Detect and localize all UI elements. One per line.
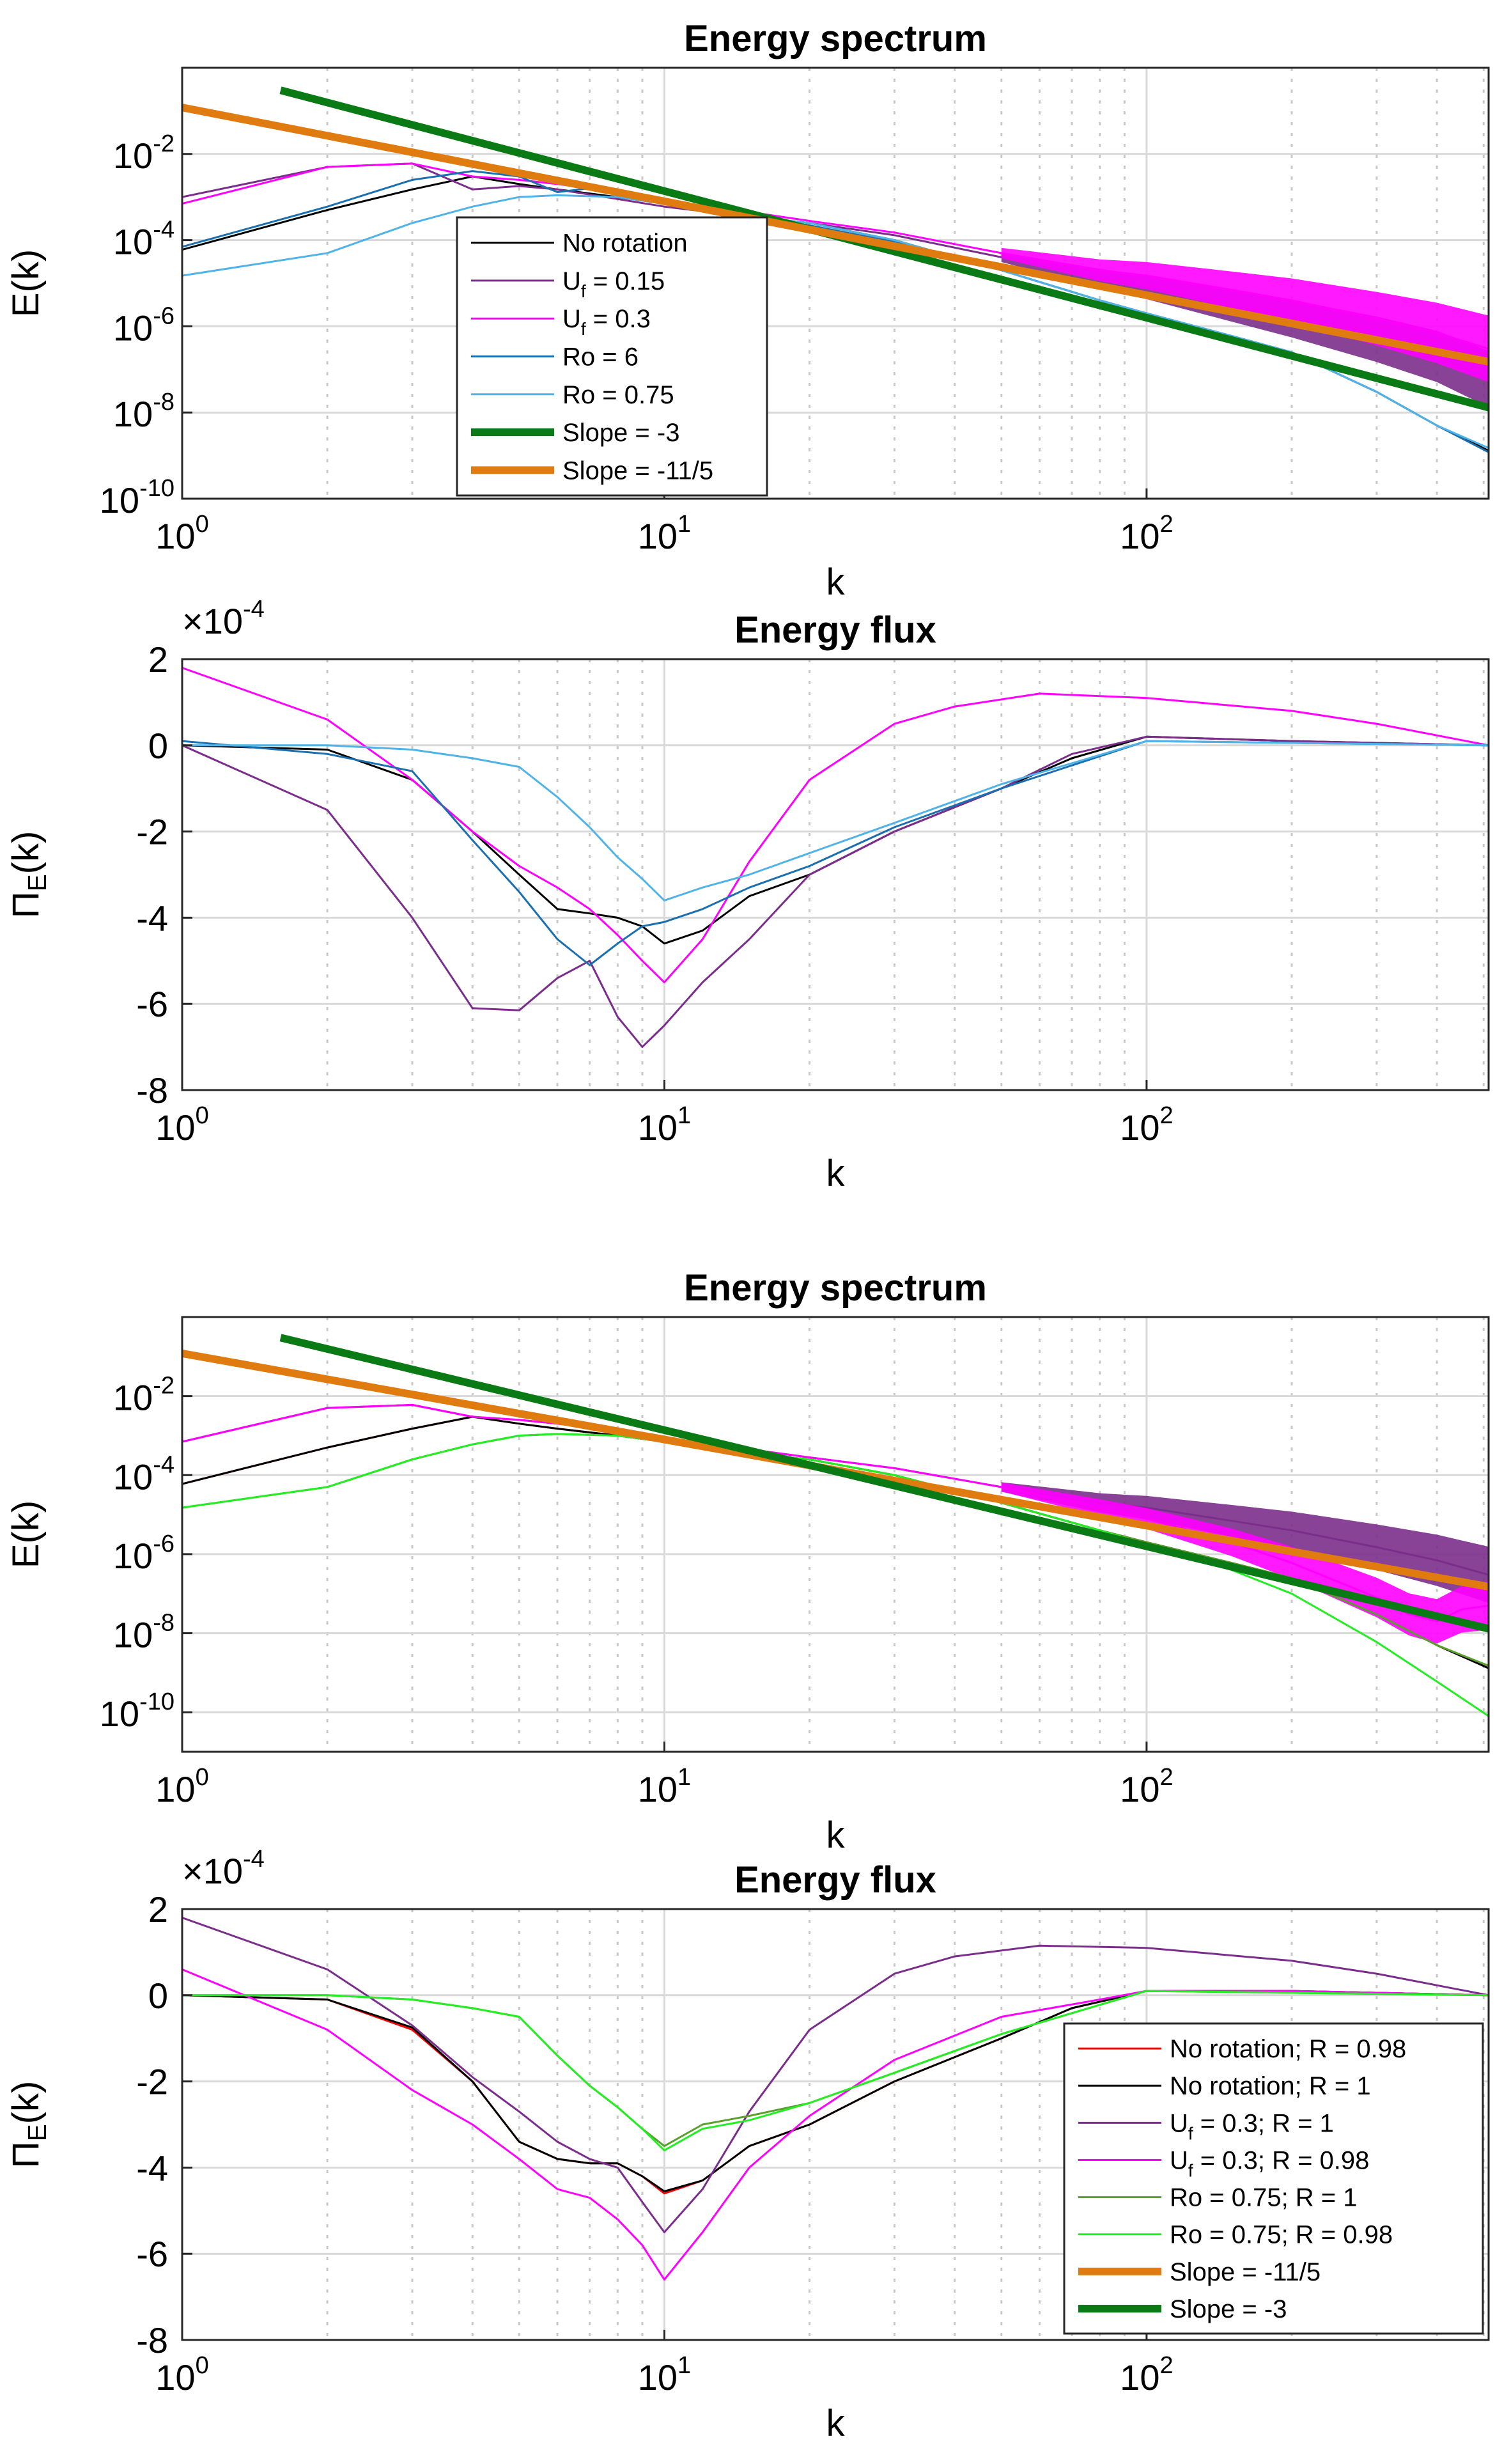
series-line-2 bbox=[182, 1917, 1489, 2233]
x-tick-label: 102 bbox=[1120, 1102, 1173, 1148]
legend-entry: Uf = 0.3; R = 0.98 bbox=[1170, 2146, 1369, 2180]
legend-entry: Ro = 0.75; R = 1 bbox=[1170, 2184, 1358, 2212]
grid bbox=[181, 1317, 1489, 1752]
y-tick-label: -8 bbox=[136, 1070, 168, 1111]
y-axis-label: ΠE(k) bbox=[5, 831, 52, 919]
x-tick-label: 100 bbox=[155, 2352, 208, 2398]
legend-entry: Ro = 0.75 bbox=[562, 381, 674, 409]
series-line-2 bbox=[182, 162, 1489, 350]
y-axis-label-group: E(k) bbox=[5, 249, 47, 317]
y-tick-label: 10-2 bbox=[113, 130, 174, 176]
x-tick-label: 102 bbox=[1120, 2352, 1173, 2398]
legend-entry: No rotation; R = 1 bbox=[1170, 2072, 1371, 2100]
legend: No rotation; R = 0.98 No rotation; R = 1 U… bbox=[1063, 2022, 1484, 2335]
chart-p2: 100 101 102 -8 -6 -4 -2 0 2 Energy flux k ΠE(k) ×10-… bbox=[5, 596, 1490, 1194]
series-line-3 bbox=[182, 1969, 1489, 2281]
legend-box bbox=[456, 216, 768, 497]
y-tick-label: -8 bbox=[136, 2320, 168, 2360]
series-group bbox=[182, 1917, 1489, 2281]
legend-entry: Slope = -3 bbox=[562, 419, 679, 447]
series-group bbox=[182, 667, 1489, 1049]
chart-p1: 100 101 102 10-10 10-8 10-6 10-4 10-2 Energy spe… bbox=[5, 18, 1490, 603]
x-axis-label: k bbox=[826, 1153, 846, 1194]
y-tick-label: 10-10 bbox=[100, 1688, 174, 1734]
y-axis-label-group: ΠE(k) bbox=[5, 831, 52, 919]
plot-area bbox=[182, 659, 1489, 1090]
y-tick-label: 10-6 bbox=[113, 1531, 174, 1576]
legend-entry: No rotation bbox=[562, 230, 688, 258]
y-axis-label: E(k) bbox=[5, 249, 47, 317]
legend-entry: Ro = 6 bbox=[562, 343, 639, 371]
legend-entry: Uf = 0.15 bbox=[562, 267, 665, 301]
x-axis-label: k bbox=[826, 2403, 846, 2444]
series-group bbox=[182, 1334, 1489, 1717]
series-line-1 bbox=[182, 735, 1489, 1049]
axes-box bbox=[181, 1316, 1490, 1753]
x-tick-label: 101 bbox=[638, 1764, 691, 1809]
y-tick-label: 2 bbox=[148, 639, 168, 680]
series-line-2 bbox=[182, 667, 1489, 983]
x-tick-label: 102 bbox=[1120, 1764, 1173, 1809]
x-axis-label: k bbox=[826, 1814, 846, 1856]
y-tick-label: -4 bbox=[136, 898, 168, 938]
series-line-3 bbox=[182, 740, 1489, 966]
x-tick-label: 100 bbox=[155, 1102, 208, 1148]
axes-box bbox=[181, 658, 1490, 1091]
y-tick-label: 10-6 bbox=[113, 302, 174, 348]
legend-entry: Ro = 0.75; R = 0.98 bbox=[1170, 2221, 1393, 2249]
y-tick-label: 10-8 bbox=[113, 389, 174, 434]
chart-p4: 100 101 102 -8 -6 -4 -2 0 2 Energy flux k ΠE(k) ×10-… bbox=[5, 1846, 1490, 2444]
x-axis-label: k bbox=[826, 561, 846, 603]
y-axis-label: E(k) bbox=[5, 1501, 47, 1568]
chart-title: Energy flux bbox=[734, 609, 936, 651]
y-tick-label: 10-4 bbox=[113, 1451, 174, 1497]
y-tick-label: -2 bbox=[136, 2062, 168, 2102]
y-axis-label-group: E(k) bbox=[5, 1501, 47, 1568]
legend-entry: Slope = -3 bbox=[1170, 2295, 1287, 2323]
y-axis-label-group: ΠE(k) bbox=[5, 2081, 52, 2169]
chart-p3: 100 101 102 10-10 10-8 10-6 10-4 10-2 Energy spe… bbox=[5, 1267, 1490, 1856]
y-tick-label: 2 bbox=[148, 1889, 168, 1930]
axes-box bbox=[181, 66, 1490, 500]
chart-title: Energy spectrum bbox=[684, 1267, 987, 1309]
y-tick-label: -2 bbox=[136, 812, 168, 852]
legend: No rotation Uf = 0.15 Uf = 0.3 Ro = 6 Ro = 0… bbox=[456, 216, 768, 497]
x-tick-label: 101 bbox=[638, 511, 691, 556]
y-tick-label: 0 bbox=[148, 726, 168, 766]
series-line-7 bbox=[279, 1334, 1489, 1633]
series-line-5 bbox=[279, 86, 1489, 412]
axis-multiplier: ×10-4 bbox=[182, 596, 265, 641]
legend-entry: No rotation; R = 0.98 bbox=[1170, 2035, 1406, 2063]
series-line-5 bbox=[182, 1433, 1489, 1717]
series-line-5 bbox=[182, 1990, 1489, 2151]
legend-entry: Uf = 0.3; R = 1 bbox=[1170, 2109, 1334, 2143]
axes-box bbox=[181, 1908, 1490, 2341]
legend-entry: Uf = 0.3 bbox=[562, 305, 651, 339]
y-tick-label: 10-4 bbox=[113, 217, 174, 262]
x-tick-label: 102 bbox=[1120, 511, 1173, 556]
y-tick-label: -4 bbox=[136, 2148, 168, 2188]
axis-multiplier: ×10-4 bbox=[182, 1846, 265, 1891]
x-tick-label: 101 bbox=[638, 1102, 691, 1148]
chart-title: Energy spectrum bbox=[684, 18, 987, 59]
series-line-1 bbox=[182, 1990, 1489, 2192]
y-tick-label: 10-10 bbox=[100, 475, 174, 520]
legend-box bbox=[1063, 2022, 1484, 2335]
legend-entry: Slope = -11/5 bbox=[1170, 2258, 1321, 2286]
y-tick-label: 10-2 bbox=[113, 1373, 174, 1418]
y-tick-label: 10-8 bbox=[113, 1610, 174, 1655]
chart-title: Energy flux bbox=[734, 1859, 936, 1901]
x-tick-label: 101 bbox=[638, 2352, 691, 2398]
y-axis-label: ΠE(k) bbox=[5, 2081, 52, 2169]
series-line-6 bbox=[182, 104, 1489, 366]
y-tick-label: -6 bbox=[136, 984, 168, 1024]
y-tick-label: 0 bbox=[148, 1976, 168, 2016]
series-line-4 bbox=[182, 740, 1489, 901]
y-tick-label: -6 bbox=[136, 2234, 168, 2274]
x-tick-label: 100 bbox=[155, 511, 208, 556]
legend-entry: Slope = -11/5 bbox=[562, 456, 713, 485]
series-band-2 bbox=[1001, 247, 1489, 382]
x-tick-label: 100 bbox=[155, 1764, 208, 1809]
